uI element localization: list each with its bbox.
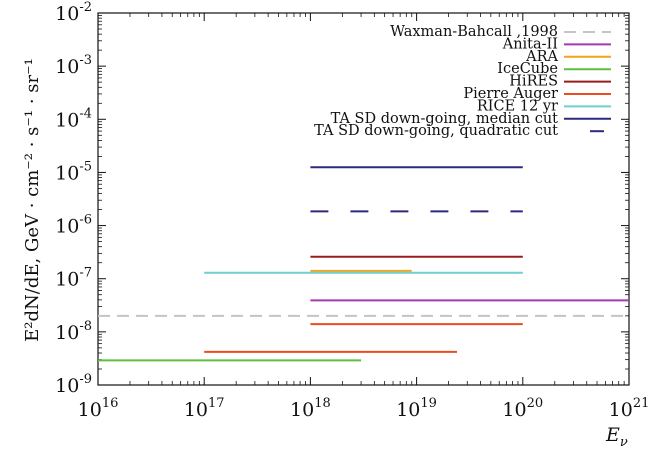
plot-frame [97,12,630,386]
y-tick-label: 10-9 [55,372,92,397]
legend-label-ta-sd-down-going-median-cut: TA SD down-going, median cut [331,111,559,127]
y-tick-label: 10-6 [55,213,92,238]
x-tick-label: 1019 [396,396,437,421]
legend-label-hires: HiRES [509,74,558,90]
y-tick-label: 10-4 [55,106,92,131]
legend-label-pierre-auger: Pierre Auger [463,86,558,102]
legend-label-anita-ii: Anita-II [502,36,558,52]
series-layer [98,166,629,362]
y-axis-label: E²dN/dE, GeV · cm⁻² · s⁻¹ · sr⁻¹ [22,58,43,342]
x-tick-label: 1021 [609,396,650,421]
x-axis-label: Eν [605,424,628,450]
legend-label-ta-sd-down-going-quadratic-cut: TA SD down-going, quadratic cut [314,123,558,139]
y-tick-label: 10-7 [55,266,92,291]
ticks-layer: 1016 1017 1018 1019 1020 1021 10-9 10-8 10-7 10-6… [55,0,649,421]
x-tick-label: 1020 [502,396,543,421]
y-tick-label: 10-3 [55,53,92,78]
legend-label-icecube: IceCube [497,61,558,77]
legend-label-rice-12-yr: RICE 12 yr [477,98,558,114]
y-tick-label: 10-2 [55,0,92,25]
legend: Waxman-Bahcall ,1998Anita-IIARAIceCubeHi… [314,24,611,139]
y-tick-label: 10-5 [55,159,92,184]
legend-label-ara: ARA [525,49,558,65]
y-tick-label: 10-8 [55,319,92,344]
x-tick-label: 1018 [290,396,331,421]
legend-label-waxman-bahcall-1998: Waxman-Bahcall ,1998 [390,24,558,40]
x-tick-label: 1016 [78,396,119,421]
x-tick-label: 1017 [184,396,225,421]
